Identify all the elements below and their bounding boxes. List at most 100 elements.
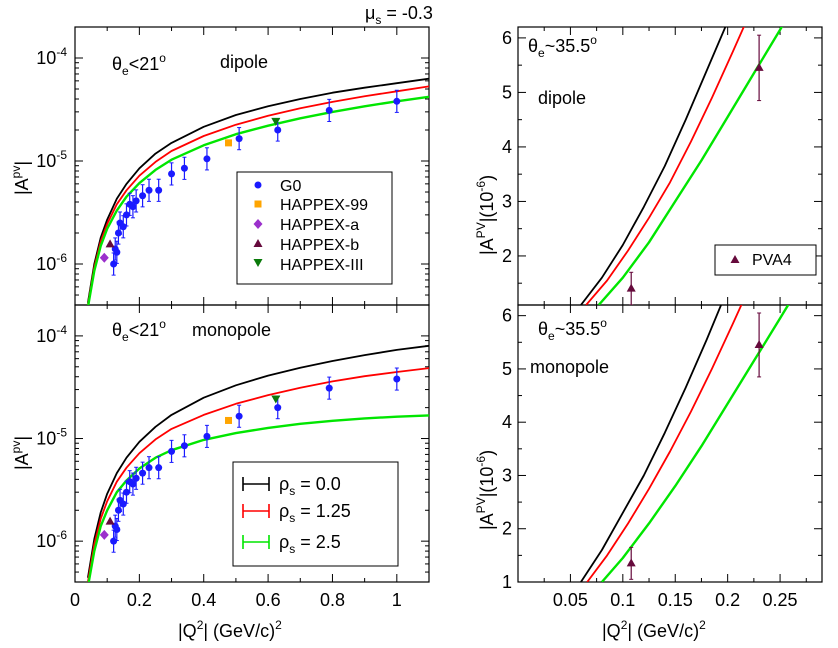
points-group <box>99 367 401 553</box>
data-point-g0 <box>129 203 137 211</box>
data-point-g0 <box>393 97 401 105</box>
points-group <box>99 89 401 276</box>
data-point-g0 <box>139 192 147 200</box>
data-point-g0 <box>155 186 163 194</box>
data-point-g0 <box>110 260 118 268</box>
y-axis-title-right-bottom: |APV|(10-6) <box>474 450 497 530</box>
x-tick-label: 0.05 <box>553 590 588 610</box>
legend-rho25-marker <box>242 535 270 549</box>
y-tick-label: 4 <box>502 137 512 157</box>
legend-rho0-label: ρs = 0.0 <box>279 474 341 498</box>
tick-layer: 10-6 10-5 10-4 0 0.2 0.4 0.6 0.8 1 10-6 10-5 10-4 2 3… <box>36 26 822 610</box>
data-point-g0 <box>119 223 127 231</box>
point-layer <box>99 34 764 580</box>
data-point-g0 <box>235 135 243 143</box>
data-point-g0 <box>114 506 122 514</box>
data-point-g0 <box>122 488 130 496</box>
legend-pva4-label: PVA4 <box>752 252 792 269</box>
legend-happexa-label: HAPPEX-a <box>280 217 359 234</box>
legend-happex99-label: HAPPEX-99 <box>280 197 368 214</box>
curve-rho_2-5 <box>597 27 784 305</box>
curve-rho_0-0 <box>87 77 429 303</box>
data-point-happex-b <box>105 516 115 525</box>
y-tick-label: 5 <box>502 359 512 379</box>
curve-rho_1-25 <box>585 27 745 305</box>
y-tick-label: 10-5 <box>36 426 67 449</box>
y-tick-label: 6 <box>502 306 512 326</box>
x-tick-label: 0.25 <box>763 590 798 610</box>
curve-rho_0-0 <box>87 344 429 578</box>
legend-rho: ρs = 0.0 ρs = 1.25 ρs = 2.5 <box>232 461 399 567</box>
panel-d-monopole-label: monopole <box>530 357 609 377</box>
y-tick-label: 10-4 <box>36 45 67 68</box>
data-point-g0 <box>274 126 282 134</box>
curve-layer <box>87 27 790 582</box>
legend-happexb-marker <box>253 239 263 247</box>
y-tick-label: 10-4 <box>36 323 67 346</box>
data-point-g0 <box>113 525 121 533</box>
data-point-g0 <box>393 375 401 383</box>
legend-happexb-label: HAPPEX-b <box>280 237 359 254</box>
data-point-g0 <box>235 412 243 420</box>
y-tick-label: 3 <box>502 191 512 211</box>
data-point-happex-a <box>99 529 109 540</box>
legend-rho-box <box>232 461 399 567</box>
data-point-g0 <box>113 248 121 256</box>
x-tick-label: 0.8 <box>320 590 345 610</box>
panel-right-bottom-frame <box>517 304 823 583</box>
legend-pva4-marker <box>730 255 740 263</box>
x-tick-label: 0 <box>70 590 80 610</box>
data-point-g0 <box>180 442 188 450</box>
y-tick-label: 10-5 <box>36 148 67 171</box>
data-point-g0 <box>325 384 333 392</box>
x-tick-label: 0.15 <box>658 590 693 610</box>
curve-rho_0-0 <box>580 27 727 305</box>
legend-pva4: PVA4 <box>714 244 817 276</box>
y-tick-label: 6 <box>502 28 512 48</box>
data-point-g0 <box>180 164 188 172</box>
data-point-g0 <box>168 170 176 178</box>
panel-b-theta-label: θe<21o <box>112 317 166 344</box>
data-point-pva4 <box>754 339 764 348</box>
data-point-g0 <box>145 186 153 194</box>
curve-group <box>580 27 784 305</box>
legend-rho0-marker <box>242 477 270 491</box>
data-point-happex-99 <box>225 416 233 424</box>
data-point-happex-iii <box>271 117 281 126</box>
y-tick-label: 5 <box>502 82 512 102</box>
curve-rho_0-0 <box>580 305 723 582</box>
legend-happexa-marker <box>253 219 263 229</box>
legend-g0-marker <box>254 181 262 189</box>
data-point-g0 <box>110 537 118 545</box>
points-group <box>626 34 764 305</box>
legend-pva4-box <box>714 244 817 276</box>
y-tick-label: 4 <box>502 412 512 432</box>
y-tick-label: 2 <box>502 519 512 539</box>
x-tick-label: 0.2 <box>127 590 152 610</box>
curve-rho_1-25 <box>586 305 743 582</box>
data-point-g0 <box>145 464 153 472</box>
y-axis-title-left-top: |Apv| <box>9 161 32 195</box>
curve-rho_1-25 <box>87 367 429 582</box>
legend-rho125-label: ρs = 1.25 <box>279 501 351 525</box>
panel-c-theta-label: θe~35.5o <box>528 33 597 60</box>
panel-a-dipole-label: dipole <box>220 52 268 72</box>
data-point-g0 <box>203 432 211 440</box>
legend-happex3-label: HAPPEX-III <box>280 257 364 274</box>
x-axis-title-right: |Q2| (GeV/c)2 <box>602 618 706 641</box>
data-point-g0 <box>129 480 137 488</box>
curve-rho_2-5 <box>87 95 429 305</box>
x-tick-label: 0.4 <box>191 590 216 610</box>
legend-rho125-marker <box>242 504 270 518</box>
curve-rho_2-5 <box>600 305 790 582</box>
mu-s-title: μs = -0.3 <box>365 3 433 27</box>
panel-d-theta-label: θe~35.5o <box>538 316 607 343</box>
data-point-g0 <box>119 500 127 508</box>
data-point-g0 <box>274 404 282 412</box>
data-point-happex-99 <box>225 139 233 147</box>
data-point-g0 <box>155 464 163 472</box>
panel-b-monopole-label: monopole <box>192 320 271 340</box>
y-axis-title-right-top: |APV|(10-6) <box>474 175 497 255</box>
data-point-happex-b <box>105 239 115 248</box>
